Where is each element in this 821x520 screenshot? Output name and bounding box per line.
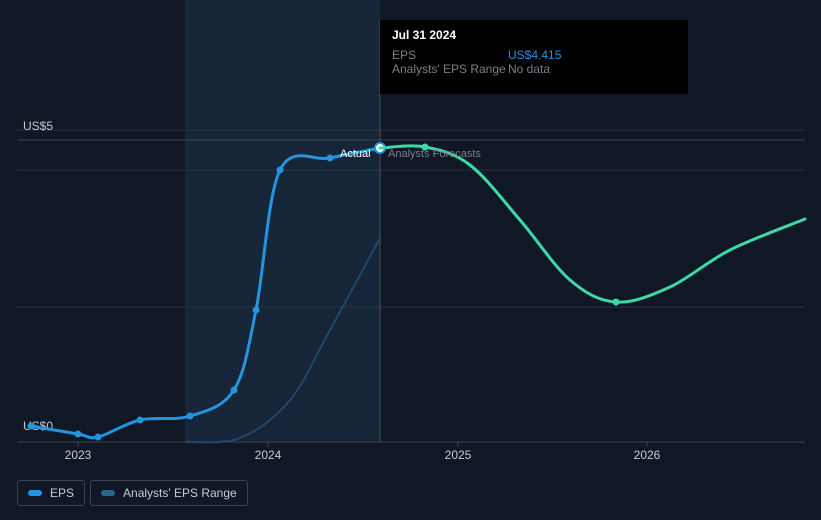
legend-item[interactable]: Analysts' EPS Range xyxy=(90,480,248,506)
tooltip-row: EPSUS$4.415 xyxy=(392,48,676,62)
x-axis-label: 2024 xyxy=(255,448,282,462)
legend-label: EPS xyxy=(50,486,74,500)
tooltip-row-label: EPS xyxy=(392,48,508,62)
eps-point[interactable] xyxy=(75,431,82,438)
tooltip-date: Jul 31 2024 xyxy=(392,28,676,42)
eps-point[interactable] xyxy=(28,423,35,430)
forecast-point[interactable] xyxy=(613,299,620,306)
tooltip-row-value: No data xyxy=(508,62,550,76)
tooltip-row-value: US$4.415 xyxy=(508,48,561,62)
eps-chart: US$5US$02023202420252026ActualAnalysts F… xyxy=(0,0,821,520)
eps-point[interactable] xyxy=(95,434,102,441)
eps-point[interactable] xyxy=(231,387,238,394)
eps-point[interactable] xyxy=(187,413,194,420)
eps-point[interactable] xyxy=(137,417,144,424)
eps-point[interactable] xyxy=(253,307,260,314)
x-axis-label: 2025 xyxy=(445,448,472,462)
tooltip-row: Analysts' EPS RangeNo data xyxy=(392,62,676,76)
x-axis-label: 2026 xyxy=(634,448,661,462)
actual-label: Actual xyxy=(340,148,371,160)
eps-point[interactable] xyxy=(277,167,284,174)
eps-point[interactable] xyxy=(327,155,334,162)
legend-item[interactable]: EPS xyxy=(17,480,85,506)
tooltip-row-label: Analysts' EPS Range xyxy=(392,62,508,76)
chart-tooltip: Jul 31 2024 EPSUS$4.415Analysts' EPS Ran… xyxy=(380,20,688,94)
forecast-line xyxy=(380,146,805,302)
legend-swatch xyxy=(28,490,42,496)
x-axis-label: 2023 xyxy=(65,448,92,462)
legend-label: Analysts' EPS Range xyxy=(123,486,237,500)
forecast-label: Analysts Forecasts xyxy=(388,148,481,160)
y-axis-label: US$5 xyxy=(23,119,53,133)
legend-swatch xyxy=(101,490,115,496)
chart-legend: EPS Analysts' EPS Range xyxy=(17,480,248,506)
